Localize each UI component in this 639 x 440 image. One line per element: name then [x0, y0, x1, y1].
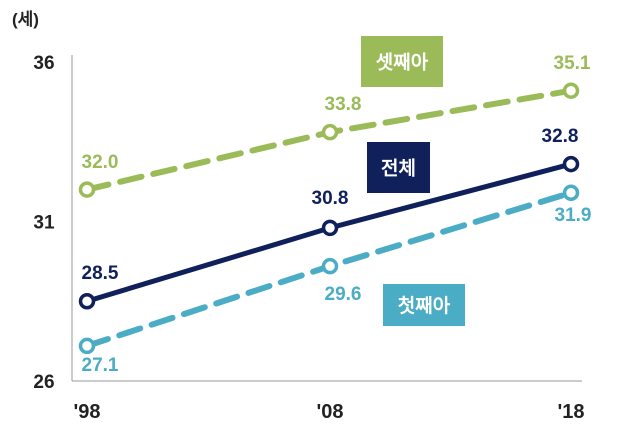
data-label: 32.8	[542, 126, 579, 147]
legend-box	[367, 142, 430, 193]
legend-box	[361, 36, 443, 87]
legend-label: 셋째아	[376, 52, 429, 74]
y-tick-label: 26	[33, 372, 54, 393]
x-tick-label: '08	[316, 401, 343, 423]
x-tick-label: '98	[73, 401, 100, 423]
legend-box	[383, 284, 465, 326]
y-tick-label: 36	[33, 53, 54, 74]
data-point	[562, 184, 580, 202]
data-label: 32.0	[82, 152, 119, 173]
data-label: 30.8	[312, 188, 349, 209]
y-axis-unit-label: (세)	[12, 10, 39, 29]
legend-label: 전체	[381, 158, 416, 180]
data-label: 29.6	[325, 284, 362, 305]
data-label: 33.8	[325, 94, 362, 115]
data-label: 31.9	[555, 205, 592, 226]
data-point	[562, 155, 580, 173]
data-point	[78, 337, 96, 355]
data-point	[321, 123, 339, 141]
data-point	[321, 257, 339, 275]
data-point	[321, 219, 339, 237]
data-label: 35.1	[554, 53, 591, 74]
data-point	[78, 293, 96, 310]
data-label: 28.5	[82, 263, 119, 284]
x-tick-label: '18	[557, 401, 584, 423]
y-tick-label: 31	[33, 213, 55, 234]
legend-label: 첫째아	[398, 295, 451, 317]
data-label: 27.1	[82, 355, 119, 376]
data-point	[78, 181, 96, 198]
data-point	[562, 82, 580, 99]
